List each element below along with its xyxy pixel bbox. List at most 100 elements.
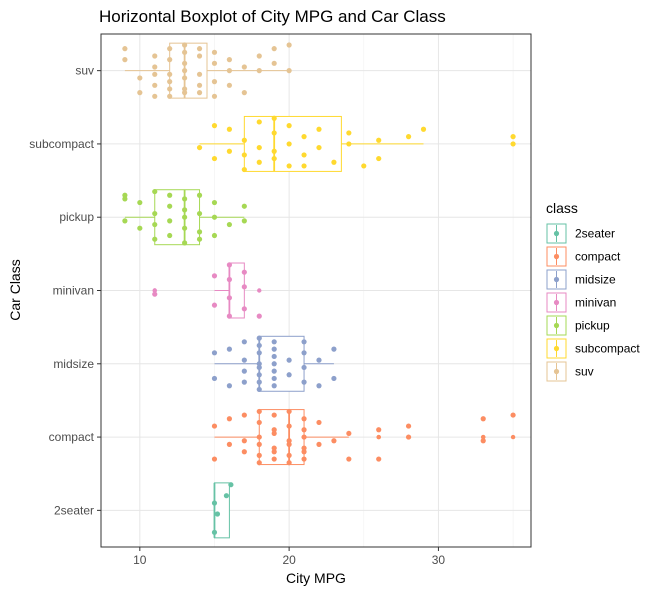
point-suv [167, 86, 173, 92]
x-axis-title: City MPG [286, 570, 346, 586]
point-2seater [228, 482, 234, 488]
legend-item-suv: suv [546, 361, 594, 382]
point-midsize [301, 379, 307, 385]
point-subcompact [196, 144, 203, 151]
point-pickup [241, 203, 247, 209]
point-suv [182, 86, 188, 92]
point-suv [196, 53, 203, 59]
boxes [124, 42, 516, 539]
point-suv [152, 53, 158, 59]
point-suv [152, 71, 158, 77]
point-pickup [211, 214, 218, 220]
point-midsize [301, 364, 307, 371]
point-suv [241, 64, 247, 70]
point-minivan [241, 306, 247, 312]
legend-label: midsize [575, 273, 616, 287]
point-midsize [271, 383, 277, 389]
point-compact [286, 423, 292, 429]
point-suv [152, 93, 158, 99]
legend-key-point [553, 253, 560, 260]
point-compact [271, 449, 277, 455]
point-midsize [241, 339, 247, 345]
grid [101, 34, 531, 547]
point-pickup [152, 188, 158, 195]
legend-key-point [553, 299, 560, 306]
point-suv [256, 68, 262, 74]
box-minivan-outlier [152, 288, 157, 293]
point-pickup [122, 196, 128, 202]
point-subcompact [301, 134, 307, 140]
point-subcompact [271, 148, 277, 154]
point-subcompact [211, 155, 218, 162]
point-pickup [137, 199, 143, 206]
point-suv [167, 93, 173, 99]
legend-item-2seater: 2seater [546, 223, 615, 244]
point-compact [271, 412, 277, 418]
legend-item-subcompact: subcompact [546, 338, 640, 359]
y-axis: 2seater compact midsize minivan pickup subcom… [29, 64, 101, 517]
point-pickup [152, 221, 158, 228]
point-compact [301, 427, 307, 433]
point-compact [211, 456, 218, 462]
point-compact [301, 434, 307, 440]
point-pickup [182, 225, 188, 231]
point-pickup [196, 236, 203, 242]
point-suv [182, 42, 188, 48]
point-suv [196, 82, 203, 88]
point-suv [286, 68, 292, 74]
point-compact [480, 438, 486, 444]
point-pickup [196, 210, 203, 217]
point-compact [376, 456, 382, 462]
legend-item-minivan: minivan [546, 292, 616, 313]
point-compact [286, 408, 292, 415]
point-pickup [241, 218, 247, 224]
point-pickup [152, 210, 158, 217]
point-midsize [301, 339, 307, 345]
point-subcompact [241, 166, 247, 173]
point-subcompact [316, 126, 322, 132]
point-suv [137, 75, 143, 81]
point-subcompact [211, 123, 218, 129]
box-2seater-iqr [213, 482, 230, 539]
legend-key-point [553, 345, 560, 352]
point-compact [286, 460, 292, 466]
y-tick-label-subcompact: subcompact [29, 137, 94, 151]
point-compact [301, 416, 307, 422]
point-suv [167, 71, 173, 77]
legend-key-point [553, 230, 560, 237]
box-compact-outlier [376, 434, 381, 440]
legend-key-point [553, 368, 560, 375]
point-subcompact [316, 144, 322, 151]
point-midsize [331, 346, 337, 352]
point-2seater [214, 511, 221, 517]
point-compact [256, 460, 262, 466]
point-compact [256, 452, 262, 458]
point-minivan [241, 269, 247, 275]
point-compact [301, 456, 307, 462]
box-compact-iqr [258, 409, 305, 466]
point-suv [167, 46, 173, 52]
point-suv [271, 60, 277, 66]
point-minivan [226, 313, 233, 319]
legend-label: pickup [575, 319, 610, 333]
point-suv [211, 49, 218, 55]
legend-item-midsize: midsize [546, 269, 616, 290]
point-subcompact [361, 163, 367, 169]
point-midsize [241, 379, 247, 385]
point-midsize [316, 357, 322, 363]
point-subcompact [286, 141, 292, 147]
point-minivan [211, 302, 218, 308]
point-compact [256, 408, 262, 415]
y-tick-label-pickup: pickup [59, 210, 94, 224]
box-minivan-outlier [257, 288, 262, 293]
point-subcompact [376, 155, 382, 162]
point-subcompact [241, 152, 247, 158]
y-axis-title: Car Class [7, 259, 23, 320]
point-compact [271, 445, 277, 451]
point-compact [405, 434, 412, 440]
point-minivan [226, 262, 233, 268]
point-subcompact [226, 126, 233, 132]
point-compact [271, 456, 277, 462]
point-midsize [211, 350, 218, 356]
point-compact [346, 456, 352, 462]
